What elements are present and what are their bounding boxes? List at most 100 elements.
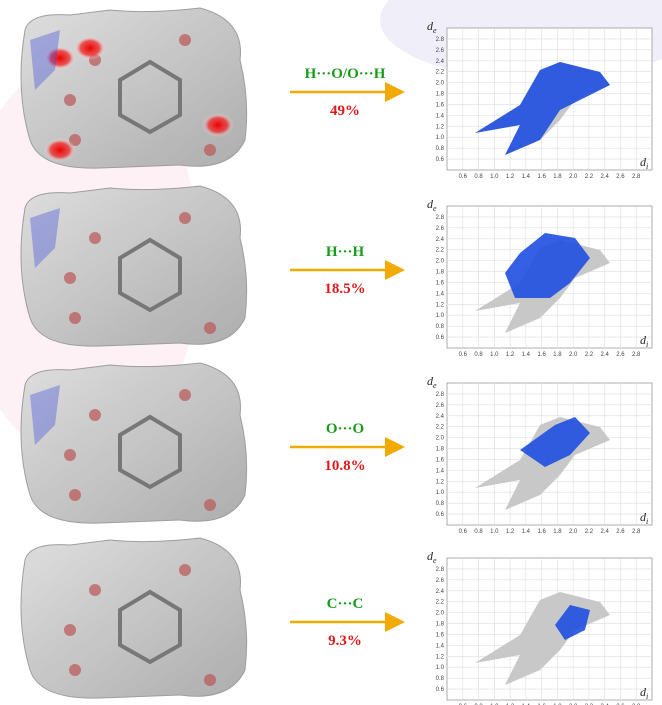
blue-patch <box>30 385 60 445</box>
y-tick-label: 1.4 <box>436 291 445 297</box>
red-spot <box>202 113 234 137</box>
y-tick-label: 2.6 <box>436 578 445 584</box>
x-tick-label: 0.6 <box>459 352 468 358</box>
y-tick-label: 2.0 <box>436 436 445 442</box>
y-tick-label: 1.0 <box>436 313 445 319</box>
x-tick-label: 1.2 <box>506 529 515 535</box>
x-tick-label: 0.6 <box>459 174 468 180</box>
y-tick-label: 1.2 <box>436 302 445 308</box>
y-tick-label: 2.4 <box>436 414 445 420</box>
x-tick-label: 1.0 <box>490 352 499 358</box>
y-tick-label: 2.0 <box>436 81 445 87</box>
x-tick-label: 2.8 <box>632 352 641 358</box>
y-tick-label: 2.2 <box>436 70 445 76</box>
y-tick-label: 1.6 <box>436 280 445 286</box>
y-tick-label: 2.6 <box>436 226 445 232</box>
fingerprint-blue <box>520 417 590 467</box>
x-tick-label: 1.6 <box>537 529 546 535</box>
contact-label: C···C <box>327 596 364 612</box>
y-tick-label: 1.4 <box>436 643 445 649</box>
x-axis-label: di <box>640 510 648 526</box>
ring <box>118 237 182 313</box>
y-tick-label: 1.0 <box>436 135 445 141</box>
x-tick-label: 0.8 <box>474 529 483 535</box>
y-axis-subscript: e <box>433 556 437 565</box>
atom <box>179 34 191 46</box>
ring <box>118 414 182 490</box>
hirshfeld-surface <box>20 362 248 524</box>
atom <box>64 624 76 636</box>
x-tick-label: 1.2 <box>506 352 515 358</box>
x-axis-subscript: i <box>646 340 648 349</box>
y-tick-label: 0.6 <box>436 687 445 693</box>
y-tick-label: 0.6 <box>436 157 445 163</box>
x-tick-label: 2.6 <box>616 352 625 358</box>
y-tick-label: 0.8 <box>436 324 445 330</box>
atom <box>204 674 216 686</box>
y-tick-label: 0.6 <box>436 512 445 518</box>
x-tick-label: 2.0 <box>569 352 578 358</box>
blue-patch <box>30 30 60 90</box>
y-tick-label: 2.8 <box>436 392 445 398</box>
y-tick-label: 2.2 <box>436 600 445 606</box>
panel: H···O/O···H 49% 0.6 0.8 1.0 1.2 1.4 1.6 1.8 2.0 2.… <box>20 7 653 180</box>
y-axis-label: de <box>427 19 437 35</box>
atom <box>89 584 101 596</box>
x-tick-label: 2.4 <box>601 352 610 358</box>
atom <box>204 144 216 156</box>
x-tick-label: 2.6 <box>616 529 625 535</box>
y-axis-subscript: e <box>433 381 437 390</box>
x-tick-label: 1.0 <box>490 174 499 180</box>
x-tick-label: 1.4 <box>522 529 531 535</box>
y-tick-label: 1.2 <box>436 479 445 485</box>
atom <box>204 499 216 511</box>
ring <box>118 589 182 665</box>
atom <box>89 409 101 421</box>
atom <box>64 272 76 284</box>
x-tick-label: 2.0 <box>569 529 578 535</box>
atom <box>179 389 191 401</box>
y-axis-symbol: d <box>427 19 434 33</box>
y-axis-symbol: d <box>427 374 434 388</box>
x-axis-subscript: i <box>646 692 648 701</box>
x-axis-label: di <box>640 685 648 701</box>
y-tick-label: 2.4 <box>436 237 445 243</box>
y-tick-label: 0.6 <box>436 335 445 341</box>
x-tick-label: 1.2 <box>506 174 515 180</box>
red-spot <box>74 36 106 60</box>
y-tick-label: 0.8 <box>436 146 445 152</box>
panel: H···H 18.5% 0.6 0.8 1.0 1.2 1.4 1.6 1.8 2.0 2.2 2.4… <box>20 185 653 358</box>
hirshfeld-surface <box>20 537 248 699</box>
red-spot <box>44 46 76 70</box>
atom <box>89 232 101 244</box>
percentage: 10.8% <box>324 458 365 474</box>
x-tick-label: 1.6 <box>537 174 546 180</box>
x-tick-label: 1.8 <box>553 174 562 180</box>
atom <box>69 489 81 501</box>
y-axis-symbol: d <box>427 549 434 563</box>
y-tick-label: 1.6 <box>436 632 445 638</box>
hirshfeld-surface <box>20 185 248 347</box>
y-tick-label: 2.8 <box>436 567 445 573</box>
x-axis-label: di <box>640 333 648 349</box>
x-tick-label: 0.8 <box>474 174 483 180</box>
y-tick-label: 0.8 <box>436 501 445 507</box>
y-tick-label: 1.6 <box>436 457 445 463</box>
y-axis-label: de <box>427 197 437 213</box>
x-tick-label: 1.8 <box>553 352 562 358</box>
atom <box>179 212 191 224</box>
y-tick-label: 1.4 <box>436 468 445 474</box>
x-axis-symbol: d <box>640 685 647 699</box>
panel: O···O 10.8% 0.6 0.8 1.0 1.2 1.4 1.6 1.8 2.0 2.2 2.4… <box>20 362 653 535</box>
red-spot <box>44 138 76 162</box>
x-tick-label: 2.6 <box>616 174 625 180</box>
y-tick-label: 2.6 <box>436 48 445 54</box>
y-tick-label: 0.8 <box>436 676 445 682</box>
x-axis-subscript: i <box>646 162 648 171</box>
atom <box>204 322 216 334</box>
y-tick-label: 2.8 <box>436 215 445 221</box>
y-tick-label: 2.0 <box>436 611 445 617</box>
x-tick-label: 0.8 <box>474 352 483 358</box>
percentage: 9.3% <box>328 633 362 649</box>
